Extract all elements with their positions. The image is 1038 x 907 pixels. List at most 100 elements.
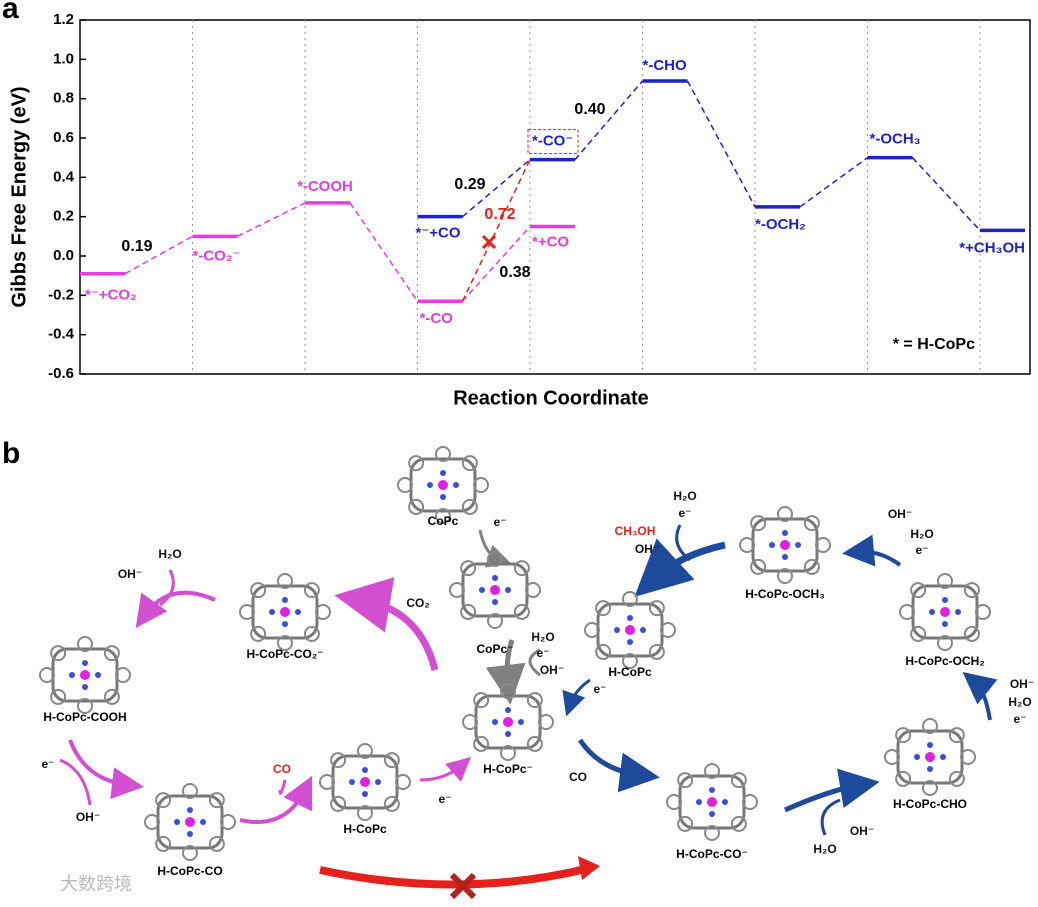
molecule-label: H-CoPc-OCH₃ (745, 587, 825, 601)
benzo (648, 643, 665, 660)
n-atom (627, 639, 633, 645)
benzo (526, 692, 543, 709)
y-tick-label: -0.6 (48, 365, 74, 382)
n-atom (200, 819, 206, 825)
benzo (182, 783, 198, 799)
reagent: OH⁻ (118, 567, 142, 581)
benzo (460, 603, 477, 620)
n-atom (440, 470, 446, 476)
reagent: OH⁻ (888, 507, 912, 521)
benzo (648, 600, 665, 617)
molecule-icon (319, 743, 411, 821)
n-atom (427, 482, 433, 488)
molecule-label: H-CoPc-CO₂⁻ (247, 647, 324, 661)
benzo (960, 749, 976, 765)
y-tick-label: -0.2 (48, 286, 74, 303)
benzo (220, 814, 236, 830)
arrow (962, 671, 998, 721)
molecule-label: H-CoPc-CO⁻ (676, 847, 748, 861)
benzo (730, 815, 747, 832)
y-axis-title: Gibbs Free Energy (eV) (8, 86, 30, 307)
benzo (473, 735, 490, 752)
benzo (704, 763, 720, 779)
benzo (895, 727, 912, 744)
molecule-label: CoPc⁻ (476, 642, 513, 656)
n-atom (929, 609, 935, 615)
x-axis-title: Reaction Coordinate (453, 387, 649, 409)
connector (349, 202, 419, 302)
molecule-label: H-CoPc-OCH₂ (905, 654, 984, 668)
level-label: *-OCH₂ (755, 216, 806, 233)
benzo (622, 653, 638, 669)
reagent: e⁻ (536, 646, 549, 660)
benzo (250, 625, 267, 642)
n-atom (282, 597, 288, 603)
benzo (383, 752, 400, 769)
level-label: *-CHO (643, 57, 687, 74)
reagent: CO₂ (406, 596, 429, 610)
co-atom (80, 670, 90, 680)
arrow (528, 648, 541, 677)
n-atom (914, 754, 920, 760)
annotation: 0.72 (484, 206, 515, 223)
annotation: 0.38 (499, 264, 530, 281)
n-atom (69, 672, 75, 678)
n-atom (505, 587, 511, 593)
benzo (103, 645, 120, 662)
benzo (397, 477, 413, 493)
arrow (419, 757, 472, 782)
energy-chart: Gibbs Free Energy (eV) Reaction Coordina… (8, 86, 649, 409)
n-atom (505, 707, 511, 713)
reagent: e⁻ (915, 543, 928, 557)
benzo (303, 625, 320, 642)
level-label: *-CO₂⁻ (193, 247, 241, 264)
benzo (103, 688, 120, 705)
benzo (803, 515, 820, 532)
y-tick-label: 0.0 (53, 247, 74, 264)
reagent: e⁻ (593, 682, 606, 696)
co-atom (503, 717, 513, 727)
reagent: e⁻ (438, 792, 451, 806)
molecule-icon (884, 718, 976, 796)
n-atom (282, 621, 288, 627)
arrowhead (578, 856, 600, 880)
level-label: *-CO (420, 310, 454, 327)
n-atom (82, 684, 88, 690)
benzo (50, 645, 67, 662)
benzo (383, 795, 400, 812)
benzo (525, 582, 541, 598)
benzo (937, 635, 953, 651)
arrow (634, 538, 726, 597)
watermark: 大数跨境 (60, 874, 132, 894)
benzo (449, 582, 465, 598)
molecule-label: H-CoPc-COOH (43, 710, 126, 724)
benzo (595, 643, 612, 660)
benzo (357, 805, 373, 821)
benzo (730, 772, 747, 789)
n-atom (362, 767, 368, 773)
n-atom (942, 597, 948, 603)
benzo (277, 573, 293, 589)
benzo (815, 537, 831, 553)
n-atom (782, 530, 788, 536)
benzo (513, 603, 530, 620)
benzo (435, 446, 451, 462)
benzo (937, 573, 953, 589)
level-label: *⁻+CO (416, 225, 461, 242)
cross (481, 234, 497, 250)
n-atom (269, 609, 275, 615)
arrow (59, 758, 92, 806)
benzo (473, 477, 489, 493)
benzo (500, 745, 516, 761)
annotation: * = H-CoPc (893, 336, 975, 353)
benzo (666, 794, 682, 810)
benzo (357, 743, 373, 759)
molecule-icon (899, 573, 991, 651)
benzo (408, 498, 425, 515)
n-atom (927, 742, 933, 748)
molecule-icon (144, 783, 236, 861)
n-atom (453, 482, 459, 488)
n-atom (440, 494, 446, 500)
benzo (408, 455, 425, 472)
n-atom (955, 609, 961, 615)
